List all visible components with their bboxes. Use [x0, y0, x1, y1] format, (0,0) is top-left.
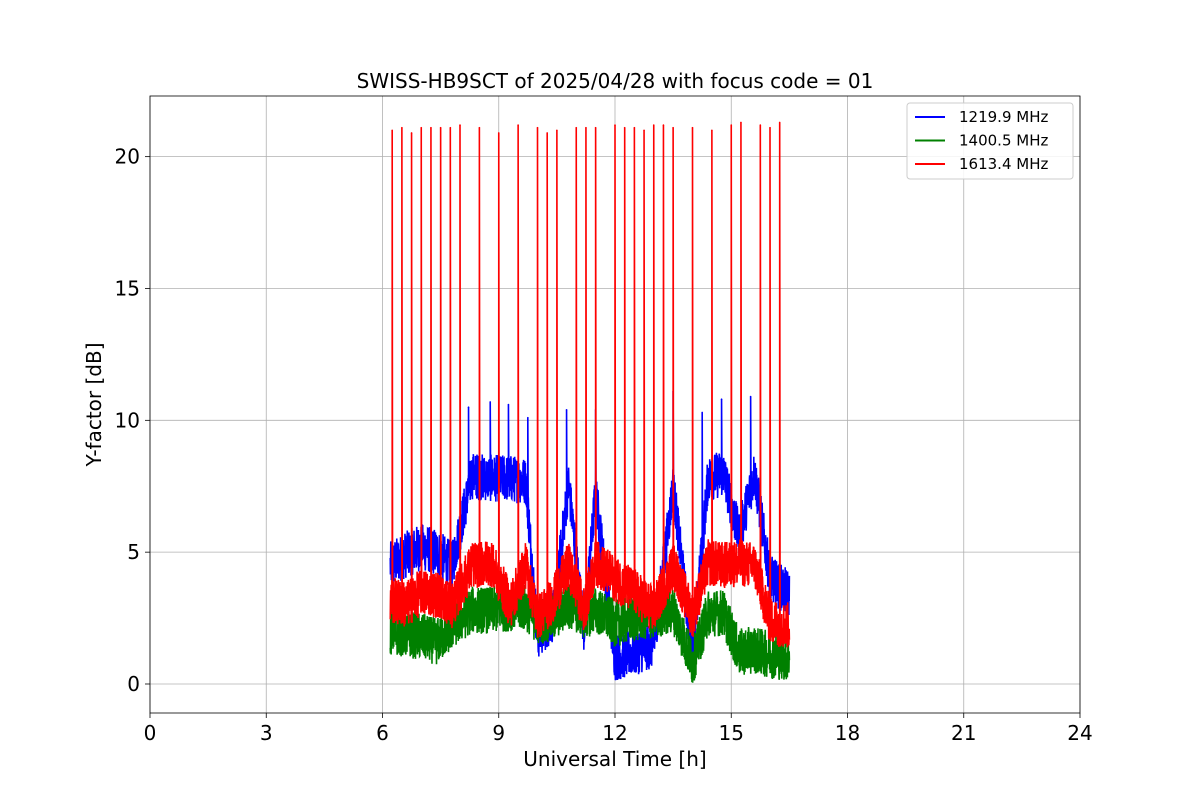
legend-box [906, 102, 1074, 180]
y-tick-label: 15 [115, 276, 140, 300]
series-1400-5-mhz [389, 584, 791, 683]
spike-point [527, 416, 529, 419]
spike-point [565, 408, 568, 411]
spike-point [507, 403, 510, 406]
series-line-1613-4-mhz [389, 122, 791, 648]
y-tick-label: 5 [127, 540, 140, 564]
x-tick-label: 15 [719, 721, 744, 745]
x-tick-label: 0 [144, 721, 157, 745]
legend: 1219.9 MHz 1400.5 MHz 1613.4 MHz [906, 102, 1074, 180]
x-tick-label: 3 [260, 721, 273, 745]
spike-point [672, 126, 674, 129]
spike-point [769, 126, 771, 129]
spike-point [546, 132, 548, 134]
spike-point [749, 395, 752, 398]
series-line-1400-5-mhz [389, 584, 791, 683]
spike-point [410, 132, 413, 134]
spike-point [420, 126, 423, 129]
spike-point [652, 124, 655, 126]
spike-point [662, 124, 665, 126]
x-tick-label: 21 [951, 721, 976, 745]
spike-point [585, 126, 587, 129]
legend-label: 1400.5 MHz [959, 132, 1048, 150]
spike-point [391, 129, 393, 132]
spike-point [517, 124, 519, 126]
spike-point [536, 126, 539, 129]
spike-point [720, 398, 723, 401]
spike-point [430, 126, 432, 129]
spike-point [701, 411, 703, 414]
y-tick-label: 20 [115, 145, 140, 169]
y-tick-label: 0 [127, 672, 140, 696]
spike-point [594, 126, 597, 129]
spike-point [614, 124, 616, 126]
axis-ticks: 0 3 6 9 12 15 18 21 24 0 5 10 15 20 [115, 145, 1093, 745]
spike-point [449, 126, 452, 129]
legend-label: 1613.4 MHz [959, 155, 1048, 173]
spike-point [623, 126, 626, 129]
spike-point [711, 129, 713, 132]
series-line-1219-9-mhz [389, 391, 791, 681]
x-tick-label: 18 [835, 721, 860, 745]
y-tick-label: 10 [115, 408, 140, 432]
spike-point [439, 126, 442, 129]
x-tick-label: 24 [1067, 721, 1092, 745]
spike-point [691, 126, 694, 129]
spike-point [478, 126, 481, 129]
spike-point [575, 126, 578, 129]
chart-title: SWISS-HB9SCT of 2025/04/28 with focus co… [357, 69, 874, 93]
x-tick-label: 9 [492, 721, 505, 745]
spike-point [497, 132, 500, 134]
spike-point [778, 121, 781, 124]
spike-point [759, 124, 762, 126]
series-1613-4-mhz [389, 121, 791, 648]
spike-point [740, 121, 742, 124]
x-tick-label: 6 [376, 721, 389, 745]
x-axis-label: Universal Time [h] [523, 747, 706, 771]
spike-point [401, 126, 403, 129]
y-axis-label: Y-factor [dB] [82, 342, 106, 467]
series-lines [389, 121, 791, 683]
spike-point [643, 129, 645, 132]
x-tick-label: 12 [602, 721, 627, 745]
spike-point [730, 124, 733, 126]
spike-point [489, 401, 492, 403]
spike-point [459, 124, 461, 126]
spike-point [556, 129, 558, 132]
spike-point [633, 126, 636, 129]
legend-label: 1219.9 MHz [959, 108, 1048, 126]
spike-point [467, 406, 470, 408]
